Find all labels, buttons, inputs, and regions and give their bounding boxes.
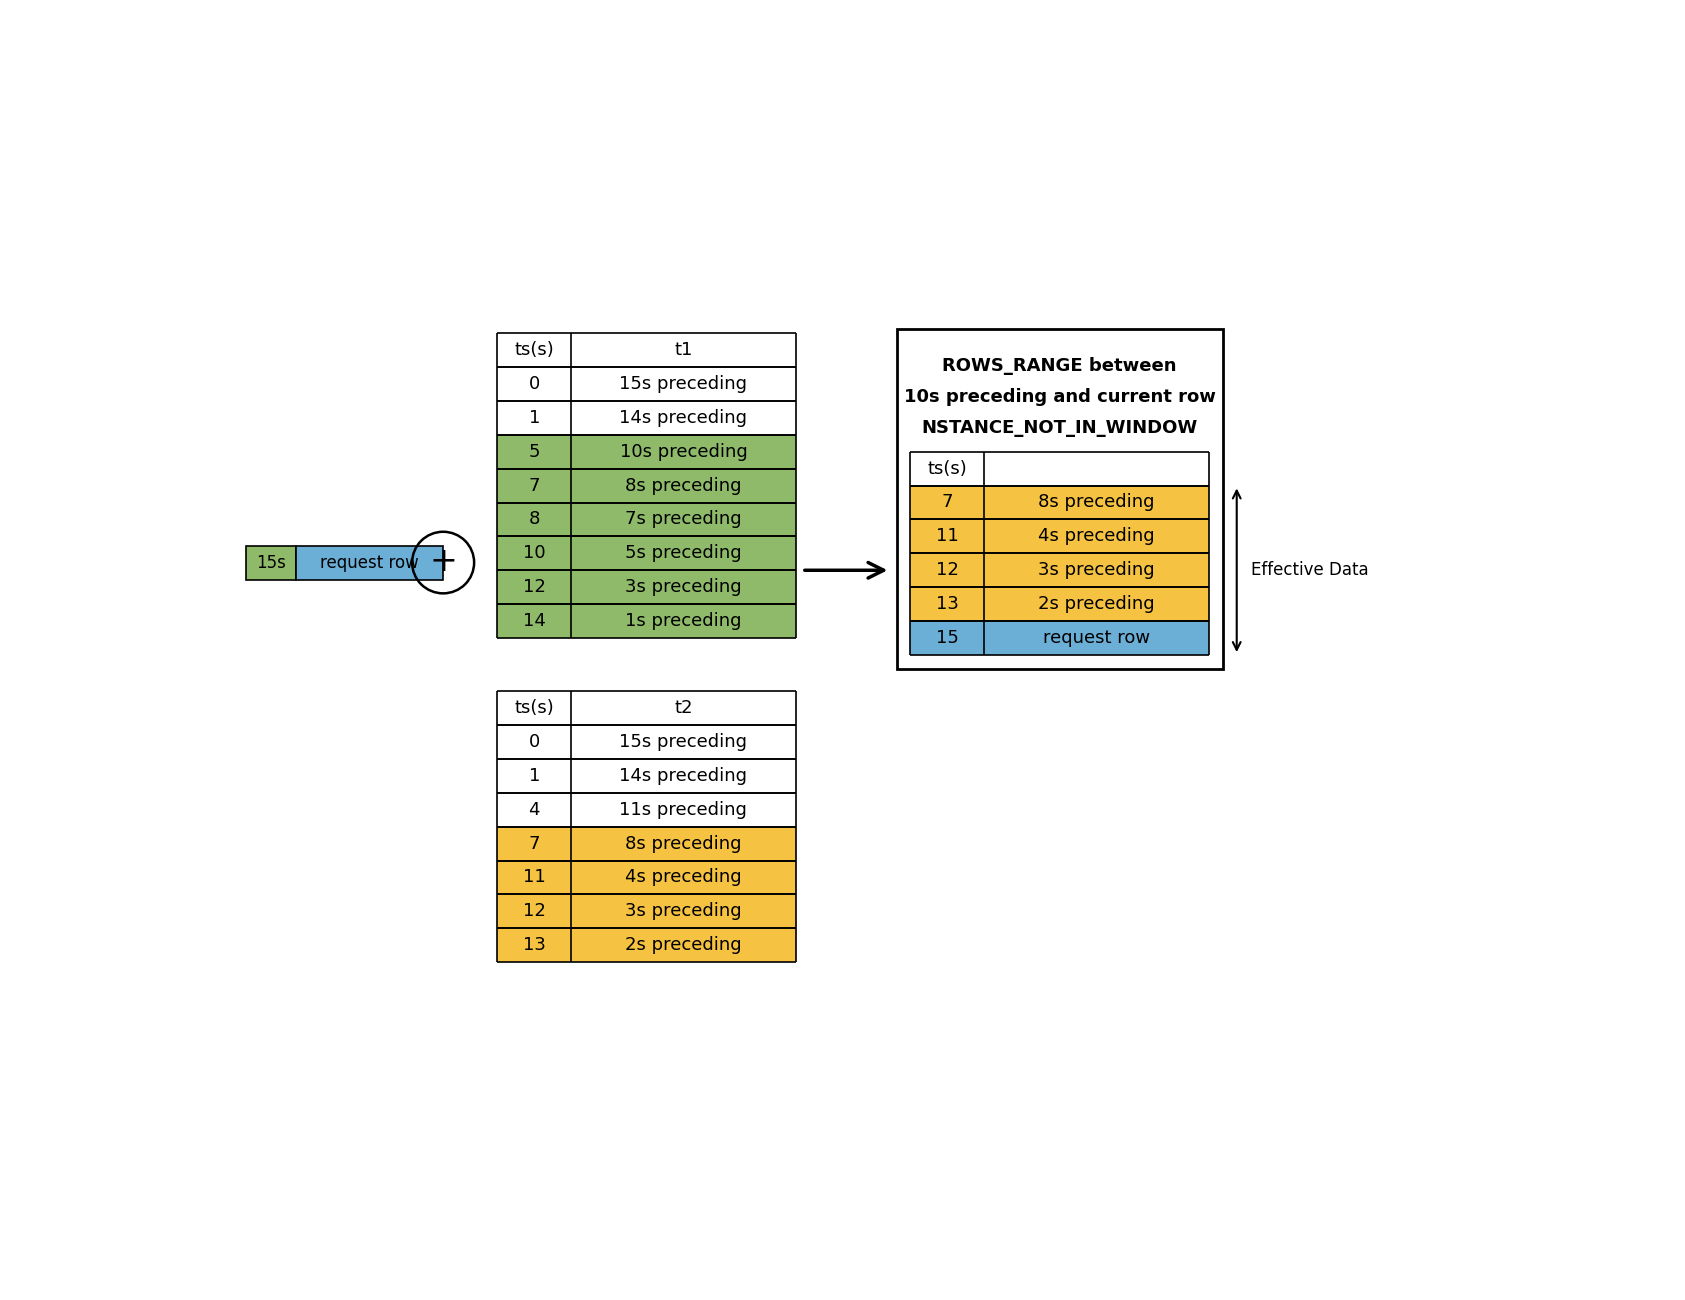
Text: 7: 7: [529, 477, 539, 494]
Bar: [571, 434, 795, 468]
Text: request row: request row: [320, 554, 420, 572]
Text: 0: 0: [529, 374, 539, 393]
Bar: [571, 367, 795, 400]
Text: 7: 7: [529, 835, 539, 853]
Bar: [497, 725, 571, 759]
Text: 10s preceding: 10s preceding: [620, 443, 746, 460]
Text: 1s preceding: 1s preceding: [625, 612, 741, 630]
Text: 15s preceding: 15s preceding: [620, 733, 748, 751]
Bar: [571, 400, 795, 434]
Text: 13: 13: [522, 936, 546, 954]
Bar: [984, 554, 1208, 588]
Bar: [984, 621, 1208, 655]
Text: 3s preceding: 3s preceding: [625, 902, 741, 920]
Text: 4: 4: [529, 801, 539, 819]
Bar: [497, 759, 571, 793]
Bar: [571, 468, 795, 503]
Text: 5: 5: [529, 443, 539, 460]
Text: t1: t1: [674, 341, 693, 359]
Text: 11s preceding: 11s preceding: [620, 801, 748, 819]
Bar: [497, 367, 571, 400]
Bar: [571, 571, 795, 605]
Bar: [910, 520, 984, 554]
Bar: [896, 329, 1223, 668]
Text: 15s: 15s: [256, 554, 286, 572]
Text: 7s preceding: 7s preceding: [625, 511, 741, 528]
Bar: [497, 928, 571, 962]
Text: 3s preceding: 3s preceding: [1038, 562, 1154, 580]
Text: request row: request row: [1043, 629, 1149, 647]
Bar: [984, 520, 1208, 554]
Text: ts(s): ts(s): [514, 341, 554, 359]
Bar: [497, 468, 571, 503]
Text: 13: 13: [935, 595, 959, 614]
Bar: [497, 571, 571, 605]
Bar: [497, 400, 571, 434]
Text: 14: 14: [522, 612, 546, 630]
Bar: [571, 928, 795, 962]
Text: 1: 1: [529, 408, 539, 426]
Text: 5s preceding: 5s preceding: [625, 545, 741, 563]
Text: 10: 10: [522, 545, 546, 563]
Text: 15s preceding: 15s preceding: [620, 374, 748, 393]
Bar: [297, 546, 443, 580]
Bar: [571, 604, 795, 638]
Text: 14s preceding: 14s preceding: [620, 767, 748, 785]
Bar: [497, 503, 571, 537]
Bar: [984, 588, 1208, 621]
Bar: [571, 793, 795, 827]
Text: 1: 1: [529, 767, 539, 785]
Bar: [910, 588, 984, 621]
Bar: [497, 793, 571, 827]
Bar: [497, 827, 571, 861]
Text: 2s preceding: 2s preceding: [625, 936, 741, 954]
Text: NSTANCE_NOT_IN_WINDOW: NSTANCE_NOT_IN_WINDOW: [922, 419, 1198, 437]
Bar: [497, 604, 571, 638]
Text: +: +: [430, 545, 457, 577]
Text: ts(s): ts(s): [927, 460, 967, 477]
Text: t2: t2: [674, 699, 693, 718]
Bar: [571, 759, 795, 793]
Text: 15: 15: [935, 629, 959, 647]
Text: 8s preceding: 8s preceding: [1038, 494, 1154, 511]
Text: 8s preceding: 8s preceding: [625, 477, 741, 494]
Text: 8: 8: [529, 511, 539, 528]
Text: 8s preceding: 8s preceding: [625, 835, 741, 853]
Text: 7: 7: [942, 494, 954, 511]
Text: 12: 12: [522, 902, 546, 920]
Bar: [571, 827, 795, 861]
Bar: [497, 894, 571, 928]
Bar: [246, 546, 297, 580]
Text: 12: 12: [935, 562, 959, 580]
Bar: [571, 537, 795, 571]
Bar: [571, 503, 795, 537]
Text: 14s preceding: 14s preceding: [620, 408, 748, 426]
Bar: [910, 621, 984, 655]
Text: ts(s): ts(s): [514, 699, 554, 718]
Text: ROWS_RANGE between: ROWS_RANGE between: [942, 358, 1176, 374]
Bar: [497, 434, 571, 468]
Text: 11: 11: [935, 528, 959, 546]
Bar: [497, 537, 571, 571]
Text: 4s preceding: 4s preceding: [1038, 528, 1154, 546]
Text: 0: 0: [529, 733, 539, 751]
Text: Effective Data: Effective Data: [1250, 562, 1368, 580]
Bar: [910, 554, 984, 588]
Bar: [497, 861, 571, 894]
Text: 10s preceding and current row: 10s preceding and current row: [903, 387, 1215, 406]
Bar: [910, 486, 984, 520]
Bar: [571, 894, 795, 928]
Text: 11: 11: [522, 868, 546, 887]
Text: 3s preceding: 3s preceding: [625, 578, 741, 597]
Bar: [984, 486, 1208, 520]
Bar: [571, 861, 795, 894]
Text: 12: 12: [522, 578, 546, 597]
Bar: [571, 725, 795, 759]
Text: 2s preceding: 2s preceding: [1038, 595, 1154, 614]
Text: 4s preceding: 4s preceding: [625, 868, 741, 887]
